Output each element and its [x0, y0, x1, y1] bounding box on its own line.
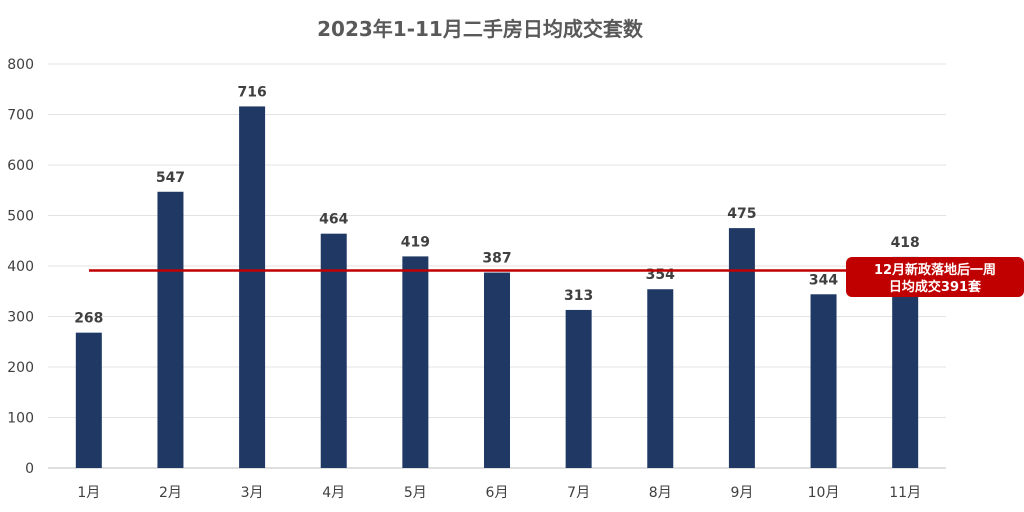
x-tick-label: 6月 [486, 485, 509, 501]
bar [565, 309, 592, 468]
x-tick-label: 11月 [889, 485, 921, 501]
bar [810, 294, 837, 468]
data-label: 268 [74, 311, 103, 327]
x-tick-label: 4月 [322, 485, 345, 501]
x-tick-label: 7月 [567, 485, 590, 501]
bar [728, 228, 755, 468]
x-tick-label: 1月 [77, 485, 100, 501]
x-tick-label: 5月 [404, 485, 427, 501]
data-label: 387 [482, 251, 511, 267]
y-tick-label: 100 [7, 411, 34, 427]
chart-title: 2023年1-11月二手房日均成交套数 [317, 17, 644, 41]
data-label: 547 [156, 170, 185, 186]
bar [402, 256, 429, 468]
y-tick-label: 700 [7, 108, 34, 124]
data-label: 344 [809, 272, 838, 288]
y-tick-label: 400 [7, 259, 34, 275]
bar [647, 289, 674, 468]
reference-annotation-line-2: 日均成交391套 [889, 279, 982, 295]
y-tick-label: 800 [7, 57, 34, 73]
x-axis: 1月 2月 3月 4月 5月 6月 7月 8月 9月 10月 11月 [77, 485, 921, 501]
x-tick-label: 9月 [730, 485, 753, 501]
bar [320, 233, 347, 468]
bar [484, 272, 510, 468]
bar [239, 106, 266, 469]
y-tick-label: 200 [7, 360, 34, 376]
x-tick-label: 2月 [159, 485, 182, 501]
bar [157, 191, 184, 468]
data-label: 313 [564, 288, 593, 304]
data-label: 419 [401, 234, 430, 250]
y-tick-label: 0 [25, 461, 34, 477]
x-tick-label: 8月 [649, 485, 672, 501]
data-label: 418 [891, 235, 920, 251]
reference-annotation-box [846, 257, 1024, 297]
gridlines [48, 63, 946, 469]
x-tick-label: 10月 [808, 485, 840, 501]
data-label: 475 [727, 206, 756, 222]
bars [75, 106, 919, 469]
data-label: 464 [319, 212, 348, 228]
y-axis: 0 100 200 300 400 500 600 700 800 [7, 57, 34, 477]
y-tick-label: 500 [7, 209, 34, 225]
y-tick-label: 600 [7, 158, 34, 174]
reference-annotation-line-1: 12月新政落地后一周 [874, 262, 996, 278]
y-tick-label: 300 [7, 310, 34, 326]
x-tick-label: 3月 [241, 485, 264, 501]
data-label: 716 [237, 84, 266, 100]
bar [75, 332, 102, 468]
